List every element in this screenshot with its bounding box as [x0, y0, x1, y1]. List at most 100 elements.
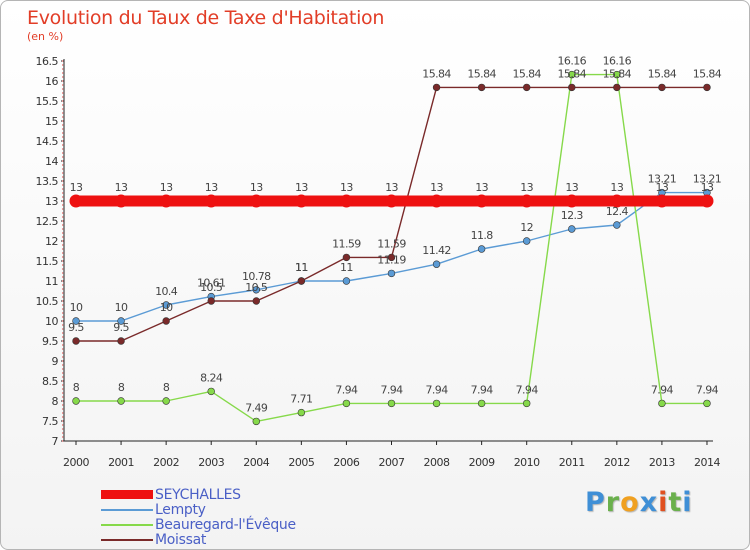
data-label: 13 — [610, 181, 623, 194]
legend-label: SEYCHALLES — [155, 486, 241, 503]
data-point — [522, 399, 531, 408]
data-label: 8.24 — [200, 371, 223, 384]
y-minor-tick — [62, 432, 64, 434]
data-point — [294, 194, 308, 208]
data-point — [114, 194, 128, 208]
y-tick-label: 8.5 — [42, 375, 58, 388]
y-tick-label: 11 — [45, 275, 58, 288]
y-minor-tick — [62, 212, 64, 214]
data-label: 8 — [118, 381, 125, 394]
data-point — [252, 297, 260, 305]
legend-item: Beauregard-l'Évêque — [101, 516, 296, 533]
y-tick-label: 13.5 — [36, 175, 59, 188]
y-minor-tick — [62, 156, 64, 158]
y-minor-tick — [62, 436, 64, 438]
y-minor-tick — [62, 116, 64, 118]
y-minor-tick — [62, 140, 64, 142]
data-point — [159, 194, 173, 208]
data-label: 9.5 — [68, 321, 84, 334]
data-point — [207, 387, 215, 396]
x-tick-label: 2011 — [559, 456, 585, 469]
y-minor-tick — [62, 224, 64, 226]
data-point — [252, 286, 260, 294]
data-point — [72, 337, 80, 345]
data-label: 11.8 — [471, 229, 494, 242]
data-label: 7.71 — [290, 393, 312, 406]
y-minor-tick — [62, 248, 64, 250]
data-label: 8 — [73, 381, 80, 394]
data-point — [655, 194, 669, 208]
y-minor-tick — [62, 92, 64, 94]
y-minor-tick — [62, 160, 64, 162]
data-point — [703, 83, 711, 92]
data-point — [69, 194, 83, 208]
x-tick-label: 2014 — [694, 456, 720, 469]
data-label: 13 — [565, 181, 578, 194]
y-minor-tick — [62, 372, 64, 374]
data-point — [162, 397, 170, 405]
data-point — [522, 83, 531, 92]
y-minor-tick — [62, 364, 64, 366]
legend-label: Lempty — [155, 501, 206, 518]
y-minor-tick — [62, 260, 64, 262]
x-tick-label: 2005 — [288, 456, 314, 469]
data-point — [162, 301, 170, 309]
x-tick-label: 2003 — [198, 456, 224, 469]
y-minor-tick — [62, 380, 64, 382]
y-minor-tick — [62, 384, 64, 386]
data-label: 12.3 — [561, 209, 584, 222]
data-point — [249, 194, 263, 208]
data-label: 13.21 — [693, 173, 722, 186]
y-minor-tick — [62, 84, 64, 86]
y-minor-tick — [62, 108, 64, 110]
data-point — [658, 83, 666, 92]
legend-label: Beauregard-l'Évêque — [155, 516, 296, 533]
y-minor-tick — [62, 308, 64, 310]
data-label: 10.5 — [245, 281, 268, 294]
y-minor-tick — [62, 240, 64, 242]
x-tick-label: 2006 — [333, 456, 359, 469]
y-minor-tick — [62, 324, 64, 326]
data-point — [117, 337, 125, 345]
data-point — [339, 194, 353, 208]
data-point — [297, 277, 306, 285]
data-point — [72, 397, 80, 405]
data-point — [613, 70, 621, 79]
data-label: 10.4 — [155, 285, 178, 298]
y-minor-tick — [62, 392, 64, 394]
y-minor-tick — [62, 112, 64, 114]
data-label: 13 — [656, 181, 669, 194]
data-point — [703, 399, 711, 408]
y-tick-label: 12 — [45, 235, 58, 248]
y-minor-tick — [62, 296, 64, 298]
data-point — [432, 83, 441, 92]
y-minor-tick — [62, 284, 64, 286]
y-minor-tick — [62, 232, 64, 234]
data-point — [432, 399, 441, 408]
data-label: 8 — [163, 381, 170, 394]
legend-item: Lempty — [101, 501, 206, 518]
data-label: 13 — [295, 181, 308, 194]
y-minor-tick — [62, 80, 64, 82]
data-label: 15.84 — [648, 67, 677, 80]
y-minor-tick — [62, 124, 64, 126]
data-point — [610, 194, 624, 208]
data-label: 13 — [520, 181, 533, 194]
y-minor-tick — [62, 168, 64, 170]
x-tick-label: 2012 — [604, 456, 630, 469]
y-tick-label: 13 — [45, 195, 58, 208]
data-label: 13 — [475, 181, 488, 194]
data-label: 13 — [205, 181, 218, 194]
y-minor-tick — [62, 176, 64, 178]
data-label: 13 — [340, 181, 353, 194]
data-label: 10 — [160, 301, 173, 314]
y-minor-tick — [62, 280, 64, 282]
y-minor-tick — [62, 332, 64, 334]
data-label: 12.4 — [606, 205, 629, 218]
data-label: 7.94 — [380, 383, 403, 396]
data-point — [477, 399, 486, 408]
data-label: 13 — [385, 181, 398, 194]
x-tick-label: 2010 — [514, 456, 540, 469]
y-minor-tick — [62, 220, 64, 222]
